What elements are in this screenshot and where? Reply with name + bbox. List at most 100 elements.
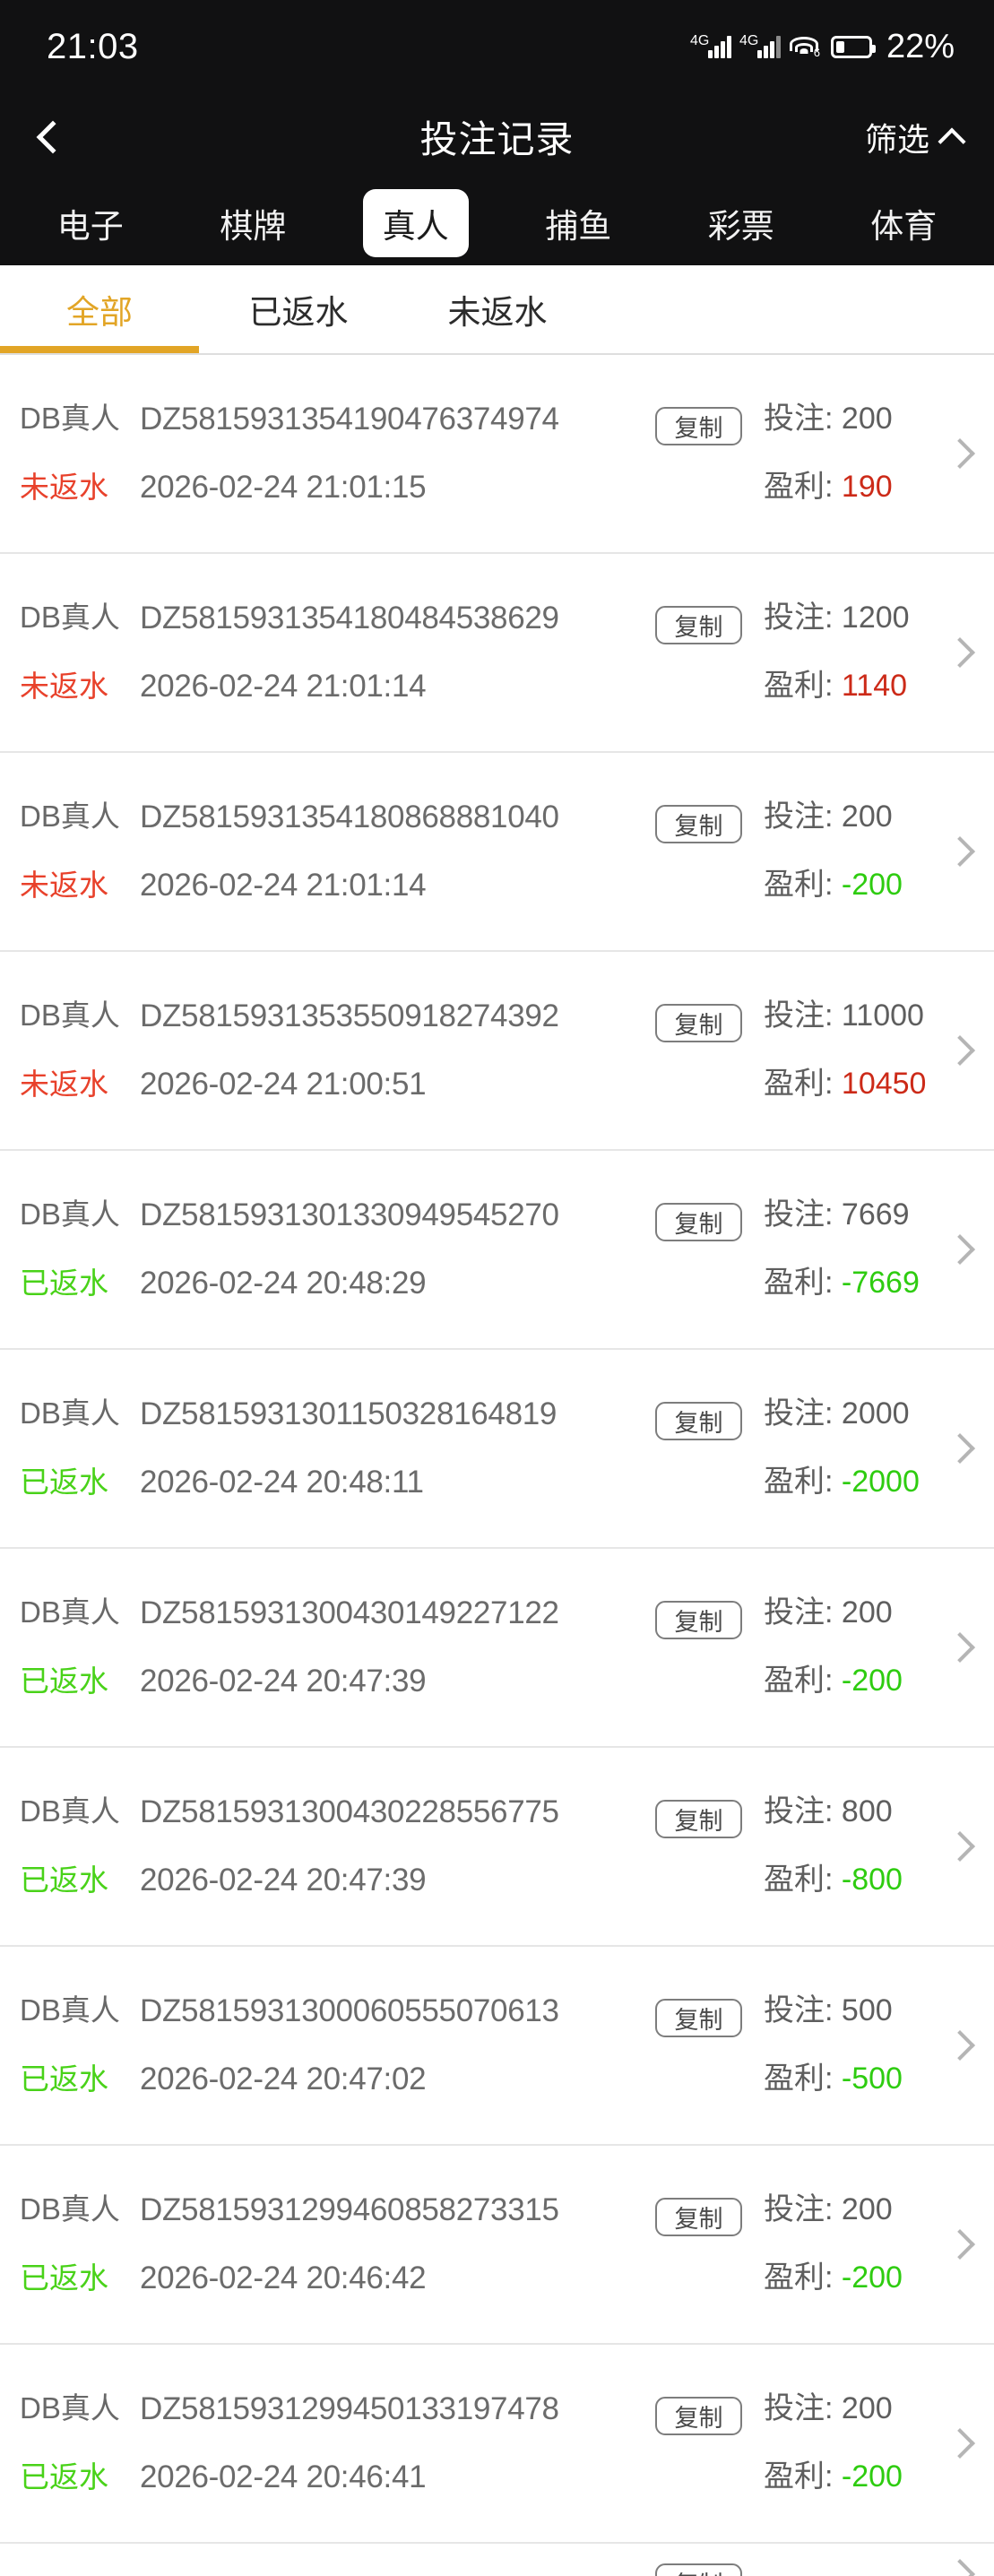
- profit-amount-line: 盈利: -200: [764, 2459, 929, 2494]
- back-button[interactable]: [0, 93, 99, 180]
- bet-amount-line: 投注: 2000: [764, 1396, 929, 1431]
- order-id-label: DZ5815931354180868881040: [140, 800, 559, 834]
- order-id-label: DZ5815931354180484538629: [140, 601, 559, 635]
- bet-amount-line: 投注: 1200: [764, 601, 929, 635]
- chevron-right-icon[interactable]: [945, 836, 975, 867]
- profit-amount-label: 盈利:: [764, 2260, 834, 2295]
- profit-amount-value: 1140: [841, 669, 908, 703]
- order-id-label: DZ5815931353550918274392: [140, 998, 559, 1033]
- bet-amount-label: 投注:: [764, 1396, 834, 1431]
- table-row[interactable]: DB真人 已返水 DZ5815931299460858273315 2026-02-2…: [0, 2146, 994, 2345]
- status-badge: 已返水: [20, 1266, 108, 1300]
- table-row[interactable]: DB真人 未返水 DZ5815931354180484538629 2026-02-2…: [0, 554, 994, 753]
- chevron-right-icon[interactable]: [945, 637, 975, 668]
- bet-amount-value: 200: [841, 2391, 893, 2426]
- chevron-right-icon[interactable]: [945, 1234, 975, 1265]
- chevron-right-icon[interactable]: [945, 1433, 975, 1464]
- table-row[interactable]: DB真人 未返水 DZ5815931354180868881040 2026-02-2…: [0, 753, 994, 952]
- order-timestamp-label: 2026-02-24 20:48:11: [140, 1465, 424, 1500]
- active-tab-underline: [0, 346, 199, 353]
- status-badge: 未返水: [20, 670, 108, 703]
- app-header: 投注记录 筛选: [0, 93, 994, 180]
- table-row[interactable]: 复制: [0, 2544, 994, 2576]
- copy-button[interactable]: 复制: [655, 805, 742, 843]
- tab-qipai[interactable]: 棋牌: [220, 207, 287, 245]
- tab-buyu[interactable]: 捕鱼: [545, 207, 612, 245]
- profit-amount-label: 盈利:: [764, 868, 834, 902]
- bet-amount-line: 投注: 200: [764, 2391, 929, 2426]
- chevron-right-icon[interactable]: [945, 2229, 975, 2260]
- chevron-right-icon[interactable]: [945, 1035, 975, 1066]
- cellular-signal-icon-1: 4G: [689, 32, 731, 58]
- chevron-right-icon[interactable]: [945, 2428, 975, 2459]
- profit-amount-label: 盈利:: [764, 470, 834, 504]
- table-row[interactable]: DB真人 已返水 DZ5815931301330949545270 2026-02-2…: [0, 1151, 994, 1350]
- tab-tiyu[interactable]: 体育: [870, 207, 938, 245]
- table-row[interactable]: DB真人 已返水 DZ5815931300060555070613 2026-02-2…: [0, 1947, 994, 2146]
- tab-zhenren[interactable]: 真人: [362, 188, 469, 257]
- row-game-column: DB真人 已返水: [20, 1398, 125, 1498]
- copy-button[interactable]: 复制: [655, 407, 742, 445]
- chevron-right-icon[interactable]: [945, 438, 975, 469]
- chevron-right-icon[interactable]: [945, 1632, 975, 1663]
- cellular-signal-icon-2: 4G: [739, 33, 781, 58]
- game-provider-label: DB真人: [20, 1197, 120, 1232]
- subtab-returned[interactable]: 已返水: [248, 294, 349, 331]
- copy-button-label: 复制: [674, 1410, 723, 1437]
- table-row[interactable]: DB真人 已返水 DZ5815931300430149227122 2026-02-2…: [0, 1549, 994, 1748]
- row-detail-column: DZ5815931301150328164819 2026-02-24 20:48…: [125, 1396, 655, 1500]
- bet-amount-label: 投注:: [764, 601, 834, 635]
- copy-button[interactable]: 复制: [655, 1203, 742, 1241]
- bet-amount-value: 1200: [841, 601, 910, 635]
- order-id-label: DZ5815931300430149227122: [140, 1595, 559, 1630]
- profit-amount-value: -200: [841, 1664, 903, 1698]
- row-amount-column: 投注: 800 盈利: -800: [764, 1795, 929, 1896]
- profit-amount-value: -2000: [841, 1465, 920, 1499]
- copy-button[interactable]: 复制: [655, 2563, 742, 2576]
- row-amount-column: 投注: 200 盈利: -200: [764, 2193, 929, 2295]
- copy-button-label: 复制: [674, 415, 723, 442]
- row-amount-column: 投注: 7669 盈利: -7669: [764, 1198, 929, 1299]
- bet-amount-label: 投注:: [764, 1993, 834, 2028]
- row-amount-column: 投注: 11000 盈利: 10450: [764, 999, 929, 1100]
- profit-amount-line: 盈利: 1140: [764, 670, 929, 703]
- bet-amount-line: 投注: 200: [764, 402, 929, 437]
- row-detail-column: DZ5815931300430228556775 2026-02-24 20:47…: [125, 1794, 655, 1898]
- chevron-right-icon[interactable]: [945, 2030, 975, 2061]
- status-badge: 未返水: [20, 1068, 108, 1101]
- order-id-label: DZ5815931299450133197478: [140, 2391, 559, 2426]
- table-row[interactable]: DB真人 未返水 DZ5815931354190476374974 2026-02-2…: [0, 355, 994, 554]
- profit-amount-value: -200: [841, 2459, 903, 2494]
- copy-button[interactable]: 复制: [655, 1004, 742, 1042]
- table-row[interactable]: DB真人 已返水 DZ5815931301150328164819 2026-02-2…: [0, 1350, 994, 1549]
- chevron-up-icon: [938, 126, 966, 156]
- chevron-right-icon[interactable]: [945, 1831, 975, 1862]
- copy-button[interactable]: 复制: [655, 1402, 742, 1440]
- filter-button[interactable]: 筛选: [865, 114, 966, 160]
- status-badge: 已返水: [20, 1863, 108, 1897]
- chevron-right-icon[interactable]: [945, 2559, 975, 2576]
- bet-amount-label: 投注:: [764, 2391, 834, 2426]
- subtab-unreturned[interactable]: 未返水: [447, 294, 548, 331]
- copy-button[interactable]: 复制: [655, 2397, 742, 2435]
- copy-button-label: 复制: [674, 1211, 723, 1238]
- bet-amount-label: 投注:: [764, 402, 834, 437]
- tab-caipiao[interactable]: 彩票: [707, 207, 774, 245]
- tab-dianzi[interactable]: 电子: [56, 207, 124, 245]
- subtab-all[interactable]: 全部: [66, 294, 133, 331]
- game-provider-label: DB真人: [20, 1993, 120, 2027]
- copy-button-label: 复制: [675, 2565, 723, 2576]
- row-game-column: DB真人 未返水: [20, 602, 125, 702]
- network-type-label-1: 4G: [689, 32, 710, 48]
- copy-button[interactable]: 复制: [655, 2198, 742, 2236]
- table-row[interactable]: DB真人 已返水 DZ5815931299450133197478 2026-02-2…: [0, 2345, 994, 2544]
- copy-button[interactable]: 复制: [655, 1800, 742, 1838]
- copy-button-label: 复制: [674, 813, 723, 840]
- copy-button[interactable]: 复制: [655, 606, 742, 644]
- copy-button[interactable]: 复制: [655, 1601, 742, 1639]
- game-provider-label: DB真人: [20, 2192, 120, 2226]
- copy-button[interactable]: 复制: [655, 1999, 742, 2037]
- copy-button-label: 复制: [674, 2405, 723, 2432]
- table-row[interactable]: DB真人 已返水 DZ5815931300430228556775 2026-02-2…: [0, 1748, 994, 1947]
- table-row[interactable]: DB真人 未返水 DZ5815931353550918274392 2026-02-2…: [0, 952, 994, 1151]
